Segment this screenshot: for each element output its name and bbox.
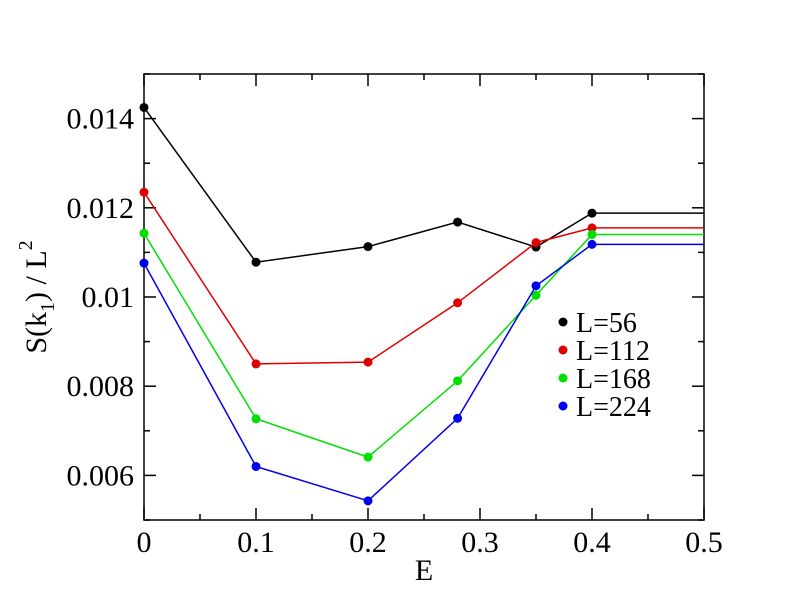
legend-item: L=168 xyxy=(558,364,651,395)
y-label-prefix: S(k xyxy=(20,312,53,354)
data-point xyxy=(587,230,597,240)
x-tick-label: 0.4 xyxy=(573,526,611,559)
series-layer xyxy=(139,102,704,506)
data-point xyxy=(139,228,149,238)
series-L=56 xyxy=(139,102,704,267)
data-point xyxy=(587,239,597,249)
data-point xyxy=(251,359,261,369)
data-point xyxy=(139,258,149,268)
y-label-subscript: 1 xyxy=(37,302,59,312)
axis-ticks xyxy=(143,73,705,521)
legend-item: L=112 xyxy=(558,336,650,367)
data-point xyxy=(139,187,149,197)
data-point xyxy=(251,414,261,424)
x-tick-label: 0.5 xyxy=(685,526,723,559)
y-tick-label: 0.006 xyxy=(67,459,135,492)
data-point xyxy=(251,257,261,267)
data-point xyxy=(363,452,373,462)
legend-marker xyxy=(558,401,568,411)
data-point xyxy=(531,238,541,248)
y-axis-label: S(k1) / L2 xyxy=(15,240,59,353)
y-tick-labels: 0.006 0.008 0.01 0.012 0.014 xyxy=(67,103,135,493)
legend-label: L=56 xyxy=(576,308,637,339)
data-point xyxy=(363,496,373,506)
legend-marker xyxy=(558,317,568,327)
data-point xyxy=(587,223,597,233)
series-L=224 xyxy=(139,239,704,506)
legend-label: L=224 xyxy=(576,392,651,423)
data-point xyxy=(453,376,463,386)
legend-marker xyxy=(558,373,568,383)
data-point xyxy=(531,290,541,300)
data-point xyxy=(453,298,463,308)
x-tick-label: 0.2 xyxy=(349,526,387,559)
legend-item: L=56 xyxy=(558,308,637,339)
data-point xyxy=(453,217,463,227)
y-tick-label: 0.014 xyxy=(67,103,135,136)
legend-label: L=112 xyxy=(576,336,650,367)
y-tick-label: 0.008 xyxy=(67,370,135,403)
data-point xyxy=(363,242,373,252)
y-label-middle: ) / L xyxy=(20,250,53,302)
data-point xyxy=(531,281,541,291)
x-tick-labels: 0 0.1 0.2 0.3 0.4 0.5 xyxy=(137,526,723,559)
legend-label: L=168 xyxy=(576,364,651,395)
y-tick-label: 0.012 xyxy=(67,192,135,225)
x-tick-label: 0.1 xyxy=(237,526,275,559)
data-point xyxy=(139,102,149,112)
series-L=112 xyxy=(139,187,704,369)
x-axis-label: E xyxy=(415,554,433,587)
x-tick-label: 0.3 xyxy=(461,526,499,559)
y-label-superscript: 2 xyxy=(15,240,37,250)
legend-marker xyxy=(558,345,568,355)
data-point xyxy=(453,413,463,423)
series-L=168 xyxy=(139,228,704,462)
y-tick-label: 0.01 xyxy=(82,281,135,314)
data-point xyxy=(587,208,597,218)
legend-item: L=224 xyxy=(558,392,651,423)
plot-frame xyxy=(143,73,705,521)
data-point xyxy=(251,461,261,471)
series-line xyxy=(143,107,704,264)
data-point xyxy=(363,357,373,367)
x-tick-label: 0 xyxy=(137,526,152,559)
